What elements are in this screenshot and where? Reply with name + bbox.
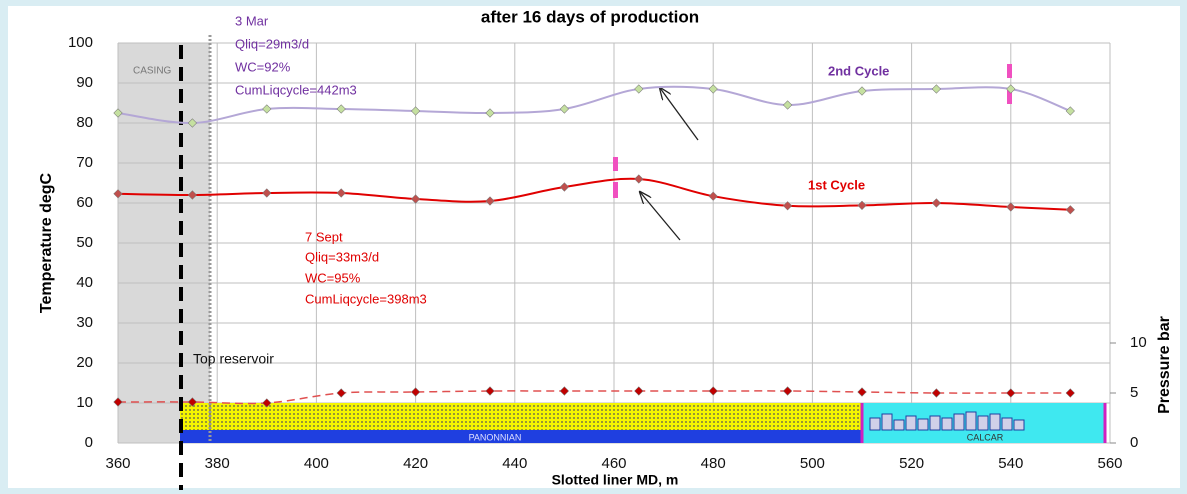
marker: [411, 194, 421, 204]
arrow: [640, 192, 681, 241]
annotation: WC=95%: [305, 270, 361, 285]
marker: [187, 397, 197, 407]
top-reservoir-label: Top reservoir: [193, 351, 274, 367]
marker: [857, 86, 867, 96]
y-tick-label: 60: [76, 194, 93, 211]
marker: [485, 386, 495, 396]
x-tick-label: 400: [304, 455, 329, 472]
marker: [634, 174, 644, 184]
y-tick-label: 100: [68, 34, 93, 51]
y-tick-label: 50: [76, 234, 93, 251]
x-tick-label: 440: [502, 455, 527, 472]
marker: [485, 108, 495, 118]
marker: [336, 388, 346, 398]
series-line: [117, 85, 1071, 125]
annotation: Qliq=33m3/d: [305, 249, 379, 264]
x-tick-label: 360: [105, 455, 130, 472]
marker: [857, 387, 867, 397]
marker: [931, 388, 941, 398]
y-tick-label: 80: [76, 114, 93, 131]
marker: [1065, 106, 1075, 116]
marker: [1006, 84, 1016, 94]
plot: [113, 84, 1075, 408]
y2-tick-label: 0: [1130, 434, 1138, 451]
y-tick-label: 70: [76, 154, 93, 171]
y-tick-label: 90: [76, 74, 93, 91]
marker: [634, 84, 644, 94]
x-tick-label: 480: [701, 455, 726, 472]
chart-title: after 16 days of production: [481, 7, 699, 26]
marker: [336, 188, 346, 198]
marker: [113, 108, 123, 118]
pink-marker: [613, 157, 618, 171]
marker: [1065, 205, 1075, 215]
marker: [559, 386, 569, 396]
series-label: 2nd Cycle: [828, 63, 889, 78]
y2-axis-label: Pressure bar: [1156, 316, 1173, 414]
marker: [262, 398, 272, 408]
marker: [634, 386, 644, 396]
casing-label: CASING: [133, 66, 172, 77]
marker: [783, 201, 793, 211]
marker: [708, 84, 718, 94]
annotation: CumLiqcycle=398m3: [305, 291, 427, 306]
marker: [411, 106, 421, 116]
x-tick-label: 540: [998, 455, 1023, 472]
marker: [559, 182, 569, 192]
y-axis-label: Temperature degC: [38, 172, 55, 313]
marker: [1065, 388, 1075, 398]
x-tick-label: 420: [403, 455, 428, 472]
marker: [931, 84, 941, 94]
y2-tick-label: 10: [1130, 334, 1147, 351]
marker: [113, 397, 123, 407]
annotation: 7 Sept: [305, 229, 343, 244]
marker: [262, 188, 272, 198]
y-tick-label: 30: [76, 314, 93, 331]
pink-marker: [1007, 64, 1012, 78]
annotation: 3 Mar: [235, 13, 269, 28]
marker: [336, 104, 346, 114]
pink-marker: [613, 182, 618, 198]
marker: [783, 386, 793, 396]
marker: [708, 386, 718, 396]
annotation: WC=92%: [235, 59, 291, 74]
y-tick-label: 0: [85, 434, 93, 451]
marker: [262, 104, 272, 114]
x-tick-label: 560: [1097, 455, 1122, 472]
x-tick-label: 520: [899, 455, 924, 472]
marker: [857, 200, 867, 210]
panonnian-label: PANONNIAN: [469, 432, 522, 442]
x-axis-label: Slotted liner MD, m: [552, 472, 679, 488]
y-tick-label: 20: [76, 354, 93, 371]
marker: [783, 100, 793, 110]
y-tick-label: 10: [76, 394, 93, 411]
marker: [187, 190, 197, 200]
y2-tick-label: 5: [1130, 384, 1138, 401]
marker: [559, 104, 569, 114]
x-tick-label: 460: [601, 455, 626, 472]
annotation: Qliq=29m3/d: [235, 36, 309, 51]
arrow: [660, 88, 699, 141]
calcar-bars: [869, 411, 1025, 431]
lithology-panonnian: [180, 430, 862, 443]
marker: [1006, 202, 1016, 212]
y-tick-label: 40: [76, 274, 93, 291]
x-tick-label: 500: [800, 455, 825, 472]
series-label: 1st Cycle: [808, 177, 865, 192]
marker: [187, 118, 197, 128]
marker: [708, 191, 718, 201]
marker: [411, 387, 421, 397]
marker: [931, 198, 941, 208]
series-line: [117, 177, 1071, 211]
pink-marker: [1007, 88, 1012, 104]
x-tick-label: 380: [205, 455, 230, 472]
annotation: CumLiqcycle=442m3: [235, 82, 357, 97]
marker: [1006, 388, 1016, 398]
calcar-label: CALCAR: [967, 432, 1004, 442]
marker: [113, 189, 123, 199]
marker: [485, 196, 495, 206]
